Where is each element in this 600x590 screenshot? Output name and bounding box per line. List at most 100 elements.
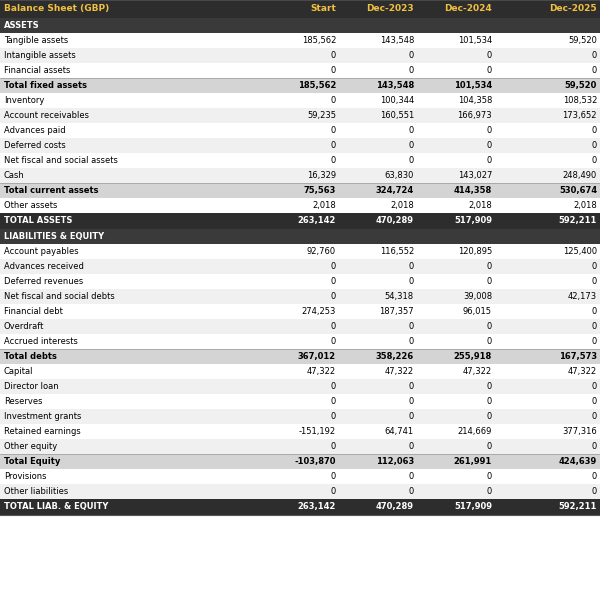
Text: 0: 0 [592, 337, 597, 346]
Text: 0: 0 [592, 277, 597, 286]
Text: 0: 0 [592, 471, 597, 481]
Text: 116,552: 116,552 [380, 247, 414, 256]
Text: 324,724: 324,724 [376, 186, 414, 195]
Text: 414,358: 414,358 [454, 186, 492, 195]
Text: 248,490: 248,490 [563, 171, 597, 180]
Text: 424,639: 424,639 [559, 457, 597, 466]
Text: 517,909: 517,909 [454, 502, 492, 511]
Bar [0, 334, 600, 349]
Text: Overdraft: Overdraft [4, 322, 44, 331]
Bar [0, 138, 600, 153]
Text: 0: 0 [592, 262, 597, 271]
Text: Cash: Cash [4, 171, 25, 180]
Text: 214,669: 214,669 [458, 427, 492, 435]
Text: 274,253: 274,253 [302, 307, 336, 316]
Bar [0, 168, 600, 183]
Text: 173,652: 173,652 [563, 111, 597, 120]
Text: 112,063: 112,063 [376, 457, 414, 466]
Text: Deferred revenues: Deferred revenues [4, 277, 83, 286]
Text: 143,548: 143,548 [376, 81, 414, 90]
Text: Total fixed assets: Total fixed assets [4, 81, 87, 90]
Text: 185,562: 185,562 [302, 36, 336, 45]
Text: 0: 0 [487, 337, 492, 346]
Text: 2,018: 2,018 [390, 201, 414, 210]
Text: 0: 0 [331, 322, 336, 331]
Text: 59,235: 59,235 [307, 111, 336, 120]
Text: 2,018: 2,018 [468, 201, 492, 210]
Text: 0: 0 [409, 262, 414, 271]
Text: 0: 0 [592, 322, 597, 331]
Text: LIABILITIES & EQUITY: LIABILITIES & EQUITY [4, 232, 104, 241]
Bar [0, 78, 600, 93]
Text: Deferred costs: Deferred costs [4, 141, 66, 150]
Text: 47,322: 47,322 [568, 366, 597, 376]
Bar [0, 484, 600, 499]
Text: 125,400: 125,400 [563, 247, 597, 256]
Text: 0: 0 [487, 396, 492, 406]
Text: 0: 0 [409, 277, 414, 286]
Bar [0, 424, 600, 438]
Bar [0, 244, 600, 259]
Text: 0: 0 [592, 487, 597, 496]
Text: 0: 0 [331, 277, 336, 286]
Text: 470,289: 470,289 [376, 502, 414, 511]
Text: 0: 0 [592, 141, 597, 150]
Text: 185,562: 185,562 [298, 81, 336, 90]
Text: 470,289: 470,289 [376, 217, 414, 225]
Bar [0, 229, 600, 244]
Text: 0: 0 [487, 487, 492, 496]
Bar [0, 274, 600, 289]
Text: Dec-2025: Dec-2025 [550, 5, 597, 14]
Text: 0: 0 [592, 412, 597, 421]
Text: 0: 0 [487, 126, 492, 135]
Text: Account receivables: Account receivables [4, 111, 89, 120]
Text: 0: 0 [331, 156, 336, 165]
Text: Other assets: Other assets [4, 201, 58, 210]
Text: 377,316: 377,316 [562, 427, 597, 435]
Text: 0: 0 [331, 51, 336, 60]
Text: Accrued interests: Accrued interests [4, 337, 78, 346]
Text: 2,018: 2,018 [312, 201, 336, 210]
Text: 0: 0 [409, 141, 414, 150]
Text: 47,322: 47,322 [463, 366, 492, 376]
Text: Total debts: Total debts [4, 352, 57, 360]
Text: 2,018: 2,018 [573, 201, 597, 210]
Text: 517,909: 517,909 [454, 217, 492, 225]
Text: Capital: Capital [4, 366, 34, 376]
Bar [0, 198, 600, 213]
Text: 42,173: 42,173 [568, 291, 597, 301]
Text: 263,142: 263,142 [298, 217, 336, 225]
Text: 0: 0 [409, 337, 414, 346]
Text: Retained earnings: Retained earnings [4, 427, 81, 435]
Text: 0: 0 [409, 156, 414, 165]
Text: Advances paid: Advances paid [4, 126, 65, 135]
Text: Start: Start [310, 5, 336, 14]
Bar [0, 499, 600, 514]
Text: -103,870: -103,870 [295, 457, 336, 466]
Bar [0, 349, 600, 363]
Bar [0, 108, 600, 123]
Bar [0, 33, 600, 48]
Text: 0: 0 [331, 337, 336, 346]
Text: 92,760: 92,760 [307, 247, 336, 256]
Text: 63,830: 63,830 [385, 171, 414, 180]
Text: 0: 0 [487, 156, 492, 165]
Text: Other equity: Other equity [4, 441, 57, 451]
Text: 0: 0 [331, 96, 336, 105]
Text: 96,015: 96,015 [463, 307, 492, 316]
Text: 59,520: 59,520 [565, 81, 597, 90]
Bar [0, 319, 600, 334]
Text: 75,563: 75,563 [304, 186, 336, 195]
Text: 0: 0 [409, 412, 414, 421]
Text: 530,674: 530,674 [559, 186, 597, 195]
Text: 0: 0 [409, 396, 414, 406]
Text: 108,532: 108,532 [563, 96, 597, 105]
Text: 0: 0 [331, 412, 336, 421]
Text: 59,520: 59,520 [568, 36, 597, 45]
Text: 0: 0 [331, 441, 336, 451]
Text: Total Equity: Total Equity [4, 457, 61, 466]
Text: 358,226: 358,226 [376, 352, 414, 360]
Text: 0: 0 [487, 382, 492, 391]
Bar [0, 0, 600, 18]
Text: 0: 0 [487, 51, 492, 60]
